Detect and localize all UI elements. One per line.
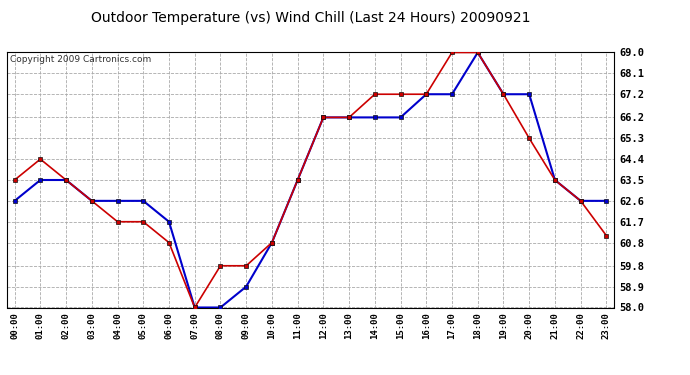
Text: Copyright 2009 Cartronics.com: Copyright 2009 Cartronics.com: [10, 55, 151, 64]
Text: Outdoor Temperature (vs) Wind Chill (Last 24 Hours) 20090921: Outdoor Temperature (vs) Wind Chill (Las…: [91, 11, 530, 25]
